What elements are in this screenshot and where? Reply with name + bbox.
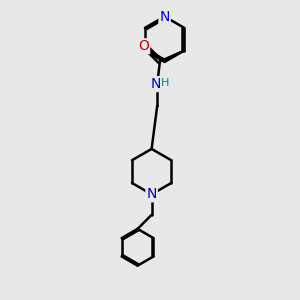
Text: N: N [159, 10, 170, 23]
Text: H: H [161, 78, 170, 88]
Text: N: N [146, 187, 157, 201]
Text: N: N [151, 77, 161, 91]
Text: O: O [138, 39, 149, 53]
